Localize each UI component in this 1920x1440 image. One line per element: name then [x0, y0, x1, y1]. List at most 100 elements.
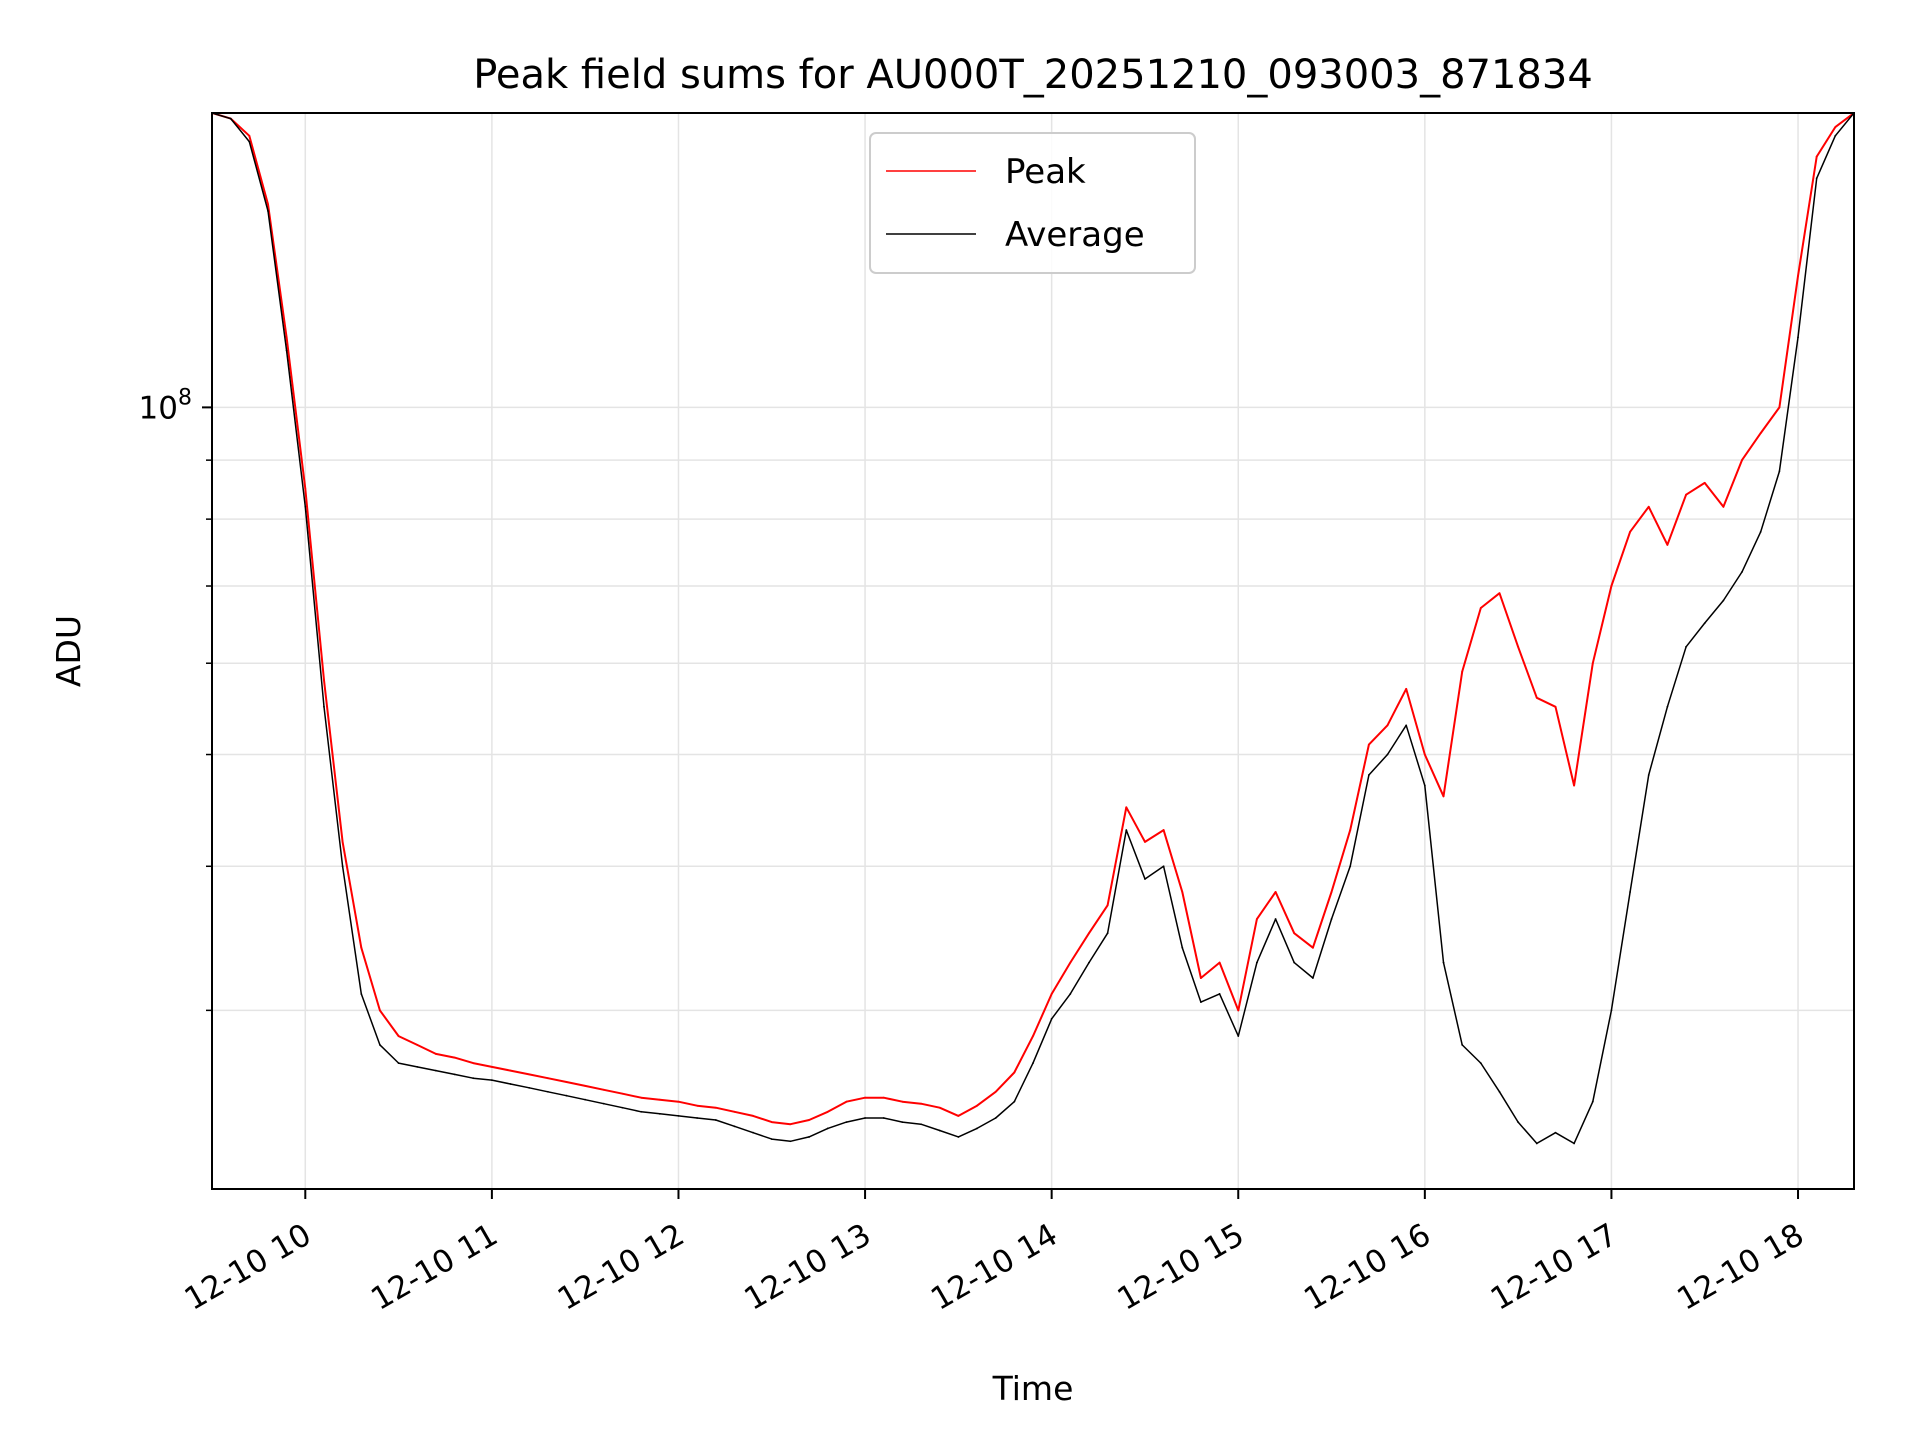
data-point-average — [1815, 177, 1818, 180]
data-point-average — [304, 505, 307, 508]
legend-box — [869, 132, 1196, 274]
data-point-average — [229, 117, 232, 120]
data-point-peak — [490, 1065, 493, 1068]
data-point-peak — [1666, 543, 1669, 546]
data-point-peak — [1405, 688, 1408, 690]
data-point-peak — [379, 1009, 381, 1012]
data-point-average — [1517, 1121, 1520, 1124]
data-point-peak — [696, 1104, 699, 1107]
data-point-average — [1834, 134, 1837, 137]
data-point-peak — [1032, 1035, 1034, 1037]
data-point-average — [1666, 705, 1669, 708]
data-point-average — [658, 1112, 661, 1115]
data-point-peak — [1200, 977, 1202, 979]
data-point-average — [1386, 753, 1389, 756]
data-point-peak — [1517, 645, 1520, 648]
data-point-average — [1013, 1100, 1016, 1103]
data-point-average — [472, 1077, 475, 1080]
data-point-peak — [1778, 406, 1781, 409]
data-point-average — [1311, 977, 1314, 979]
data-point-peak — [938, 1106, 941, 1109]
data-point-peak — [770, 1121, 773, 1124]
data-point-peak — [1386, 724, 1389, 727]
data-point-peak — [1535, 696, 1538, 699]
data-point-peak — [285, 336, 288, 339]
data-point-peak — [528, 1073, 531, 1076]
data-point-peak — [565, 1081, 568, 1083]
legend: Peak Average — [869, 132, 1196, 274]
data-point-average — [1629, 891, 1631, 893]
data-point-average — [1293, 961, 1296, 964]
data-point-peak — [677, 1100, 680, 1103]
data-point-average — [1759, 530, 1762, 533]
data-point-average — [1274, 918, 1277, 920]
data-point-average — [994, 1117, 997, 1119]
data-point-average — [677, 1115, 680, 1117]
data-point-peak — [248, 134, 251, 137]
data-point-average — [826, 1127, 829, 1130]
data-point-peak — [435, 1053, 437, 1055]
data-point-peak — [509, 1069, 512, 1072]
data-point-average — [1069, 993, 1072, 995]
data-point-peak — [1274, 891, 1277, 893]
data-point-peak — [1125, 806, 1128, 809]
data-point-peak — [1685, 493, 1687, 496]
data-point-peak — [1162, 829, 1165, 831]
data-point-average — [248, 140, 251, 143]
data-point-peak — [1554, 705, 1557, 708]
data-point-peak — [360, 946, 363, 949]
data-point-average — [957, 1136, 960, 1138]
data-point-average — [341, 865, 344, 868]
data-point-peak — [1797, 275, 1799, 277]
chart-title: Peak field sums for AU000T_20251210_0930… — [473, 52, 1593, 98]
data-point-average — [1479, 1062, 1482, 1065]
data-point-peak — [1013, 1071, 1016, 1074]
data-point-peak — [1834, 126, 1837, 129]
data-point-peak — [1423, 753, 1426, 756]
data-point-average — [1162, 865, 1165, 868]
data-point-average — [696, 1117, 699, 1119]
data-point-peak — [1442, 795, 1445, 798]
data-point-average — [1423, 784, 1426, 787]
data-point-average — [1685, 645, 1687, 648]
data-point-average — [1218, 993, 1221, 995]
data-point-peak — [1088, 932, 1090, 935]
data-point-peak — [1349, 829, 1352, 831]
data-point-peak — [1741, 459, 1743, 462]
data-point-peak — [1311, 946, 1314, 949]
data-point-peak — [472, 1062, 475, 1065]
data-point-peak — [1050, 993, 1053, 995]
data-point-average — [509, 1083, 512, 1085]
data-point-average — [546, 1090, 549, 1093]
data-point-average — [1442, 961, 1445, 964]
data-point-peak — [752, 1115, 755, 1117]
data-point-average — [770, 1138, 773, 1141]
data-point-average — [621, 1106, 624, 1109]
data-point-average — [435, 1069, 437, 1072]
data-point-peak — [789, 1123, 792, 1126]
data-point-peak — [1759, 432, 1762, 434]
data-point-average — [845, 1121, 848, 1124]
data-point-peak — [1256, 918, 1258, 920]
data-point-average — [976, 1127, 978, 1130]
data-point-peak — [994, 1090, 997, 1093]
data-point-peak — [1498, 592, 1501, 595]
data-point-peak — [397, 1035, 400, 1037]
data-point-peak — [882, 1096, 885, 1099]
data-point-average — [584, 1098, 587, 1101]
data-point-average — [416, 1065, 419, 1068]
data-point-peak — [864, 1096, 866, 1099]
data-point-peak — [1218, 961, 1221, 964]
data-point-peak — [1181, 891, 1184, 893]
data-point-average — [1237, 1035, 1240, 1037]
data-point-average — [752, 1131, 755, 1134]
data-point-average — [1106, 932, 1109, 935]
data-point-peak — [901, 1100, 904, 1103]
data-point-average — [938, 1129, 941, 1132]
data-point-peak — [1573, 784, 1576, 787]
data-point-average — [1088, 961, 1090, 964]
data-point-peak — [304, 487, 307, 490]
data-point-peak — [1647, 505, 1650, 508]
data-point-average — [1050, 1017, 1053, 1020]
data-point-peak — [453, 1056, 456, 1059]
